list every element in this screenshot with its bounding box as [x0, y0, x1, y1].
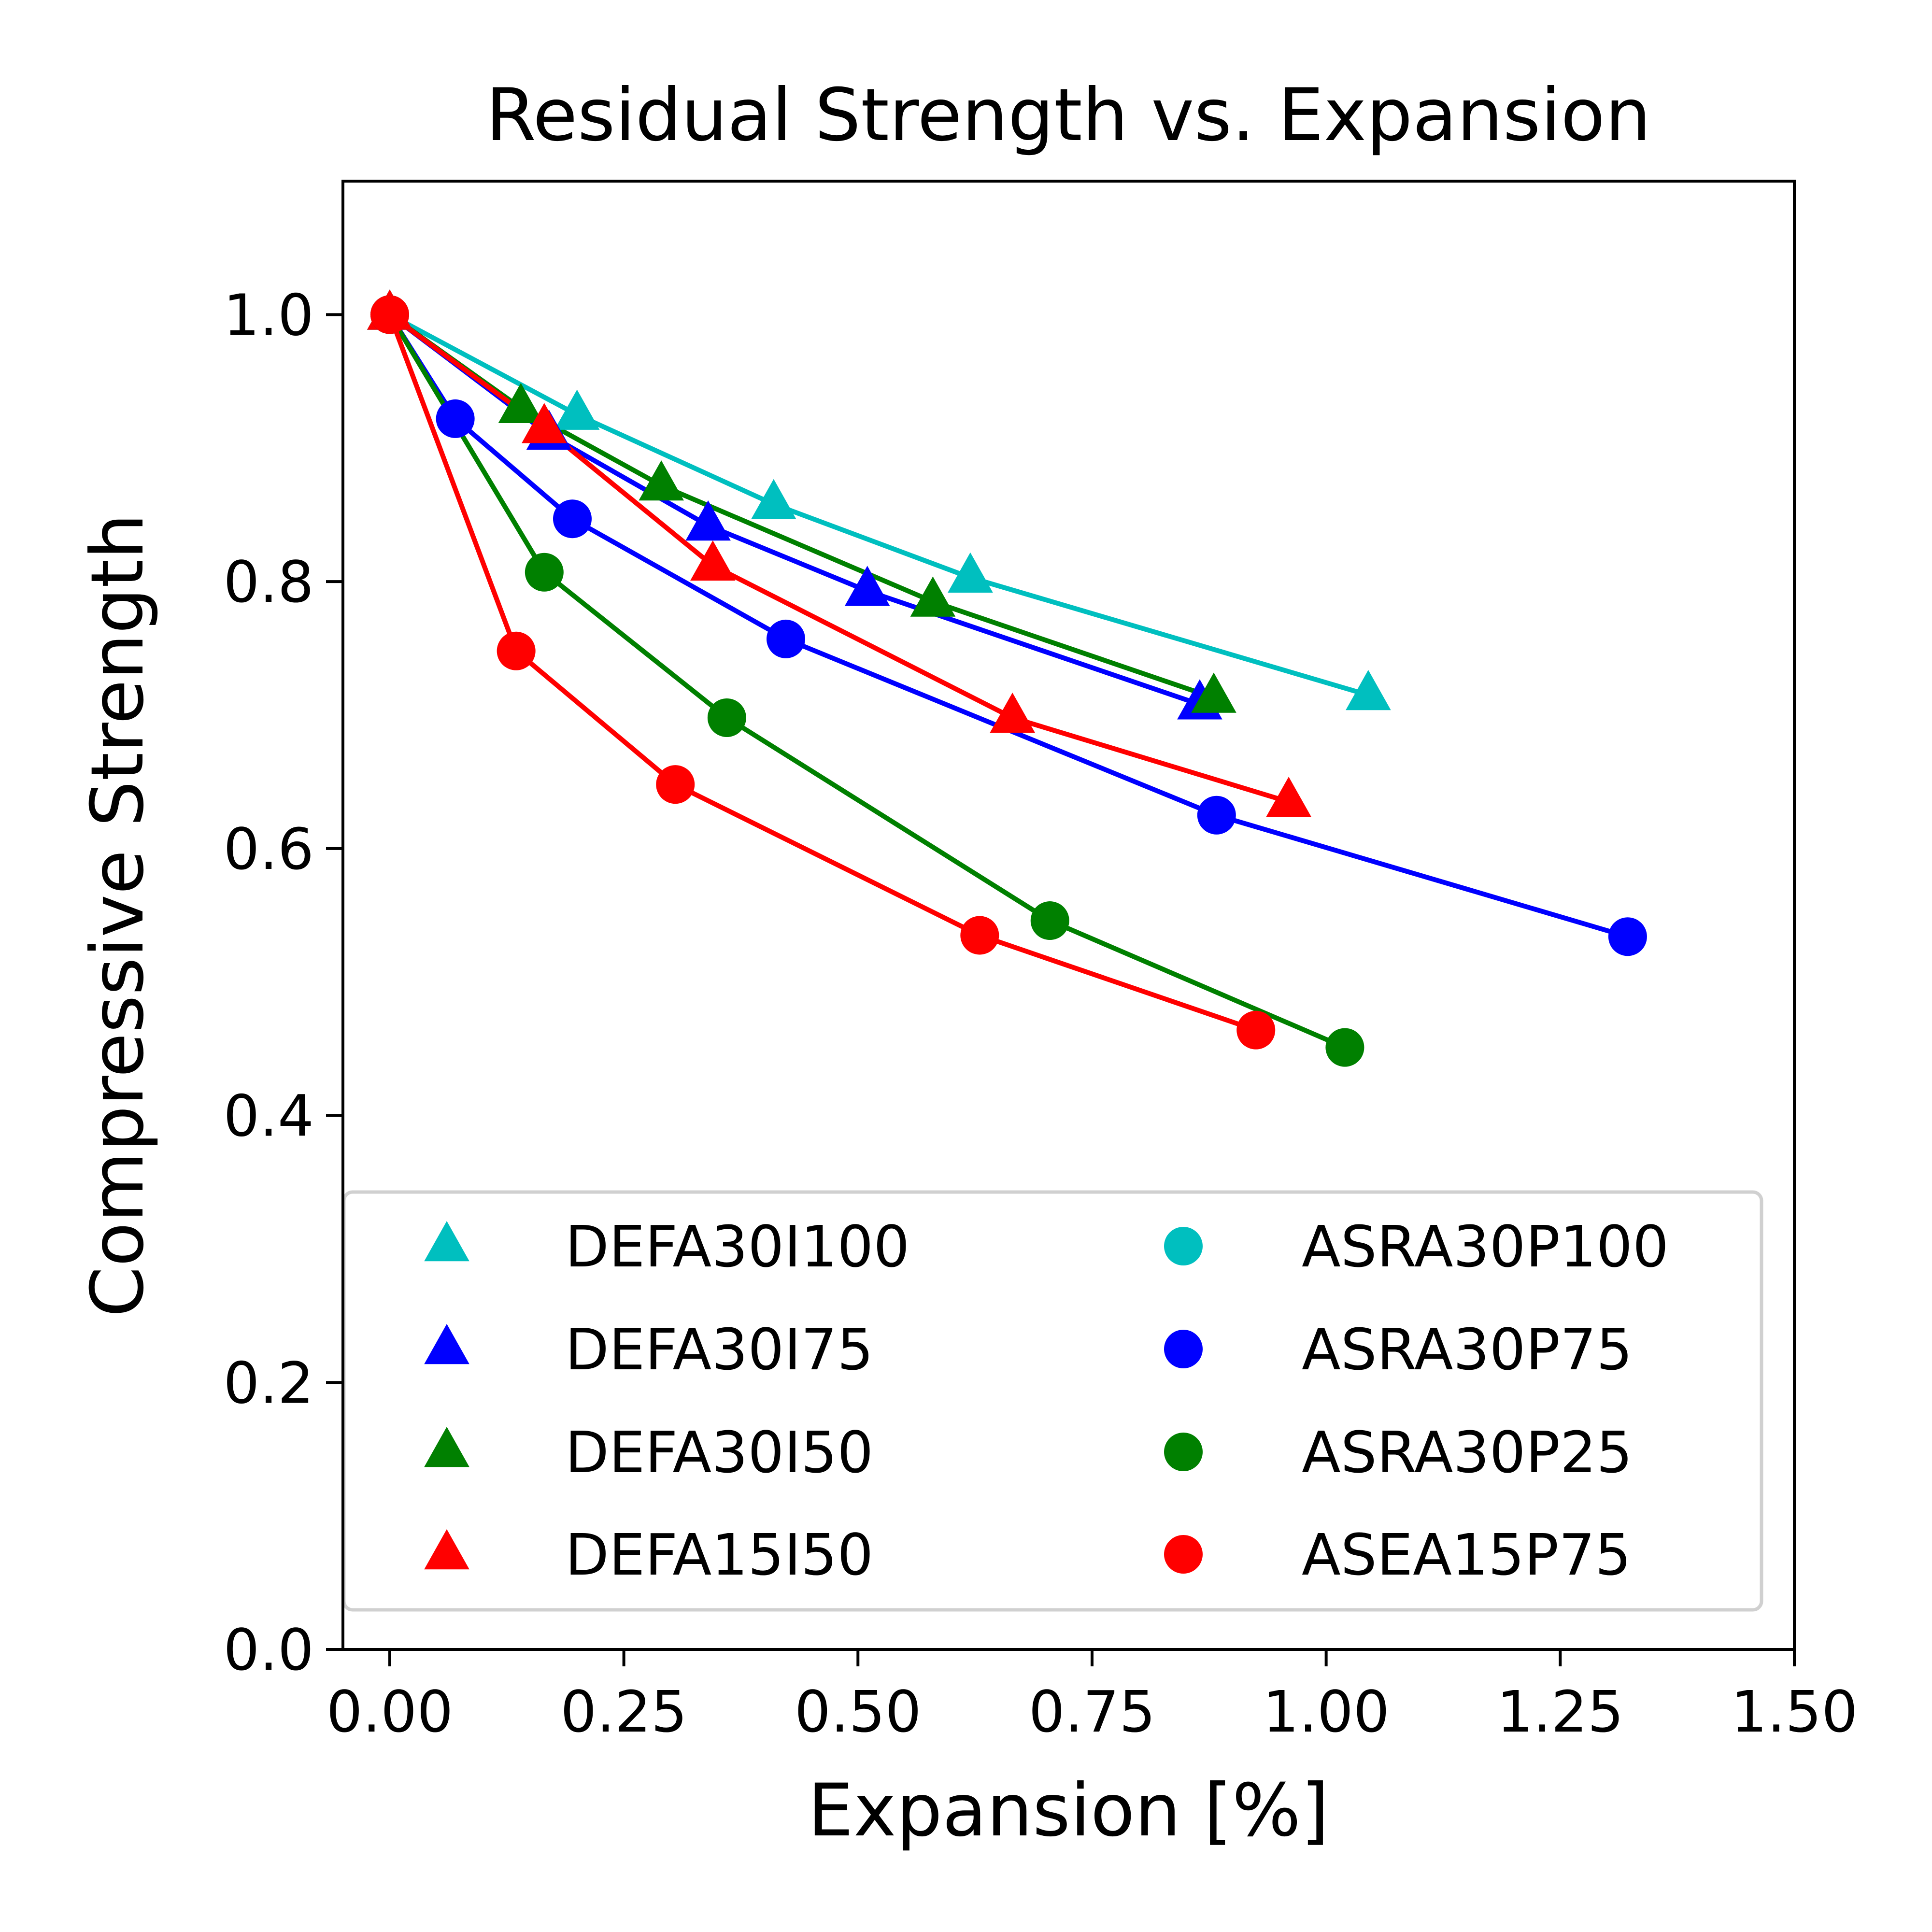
x-axis-label: Expansion [%]	[808, 1769, 1329, 1853]
x-tick-label: 0.50	[795, 1678, 922, 1745]
data-point-asra30p75	[1197, 796, 1236, 835]
x-tick-label: 0.00	[327, 1678, 454, 1745]
legend-marker-defa30i75	[424, 1324, 469, 1364]
legend-label-defa30i100: DEFA30I100	[565, 1213, 909, 1280]
data-point-defa30i75	[844, 566, 890, 606]
axis-ticks: 0.00 0.25 0.50 0.75 1.00 1.25 1.50 0.0 0.2 0.4 0.6…	[223, 282, 1858, 1745]
y-tick-label: 0.2	[223, 1350, 314, 1416]
legend-marker-asra30p25	[1164, 1433, 1203, 1471]
data-point-defa30i50	[910, 576, 956, 617]
series-line-defa30i100	[388, 312, 1369, 697]
legend-marker-defa15i50	[424, 1529, 469, 1570]
y-tick-label: 0.4	[223, 1083, 314, 1150]
legend-label-asra30p25: ASRA30P25	[1302, 1419, 1633, 1486]
data-point-asra30p75	[553, 499, 592, 539]
chart-title: Residual Strength vs. Expansion	[486, 73, 1651, 157]
data-point-asra30p75	[436, 399, 475, 438]
x-tick-label: 1.00	[1263, 1678, 1390, 1745]
data-point-defa30i50	[1191, 672, 1236, 713]
legend-label-asra30p75: ASRA30P75	[1302, 1316, 1633, 1383]
y-tick-label: 1.0	[223, 282, 314, 348]
data-point-defa30i100	[751, 479, 796, 519]
data-point-asra30p25	[1030, 901, 1069, 940]
data-point-asra30p75	[1608, 917, 1647, 956]
plot-area	[367, 289, 1647, 1067]
x-tick-label: 0.75	[1029, 1678, 1156, 1745]
data-point-defa30i100	[948, 552, 993, 593]
data-point-asra30p25	[1325, 1028, 1364, 1067]
legend-label-asea15p75: ASEA15P75	[1302, 1521, 1631, 1588]
data-point-defa30i75	[685, 500, 731, 541]
legend-marker-asra30p100	[1164, 1227, 1203, 1265]
data-point-asea15p75	[960, 916, 999, 955]
y-axis-label: Compressive Strength	[76, 513, 160, 1317]
data-point-defa30i50	[498, 383, 544, 424]
legend-label-asra30p100: ASRA30P100	[1302, 1213, 1669, 1280]
data-point-defa15i50	[690, 540, 736, 581]
legend-label-defa30i75: DEFA30I75	[565, 1316, 873, 1383]
data-point-asra30p25	[707, 698, 746, 737]
data-point-asea15p75	[1236, 1010, 1276, 1050]
data-point-asra30p75	[767, 619, 806, 658]
data-point-asra30p25	[525, 553, 564, 592]
x-tick-label: 1.50	[1731, 1678, 1858, 1745]
data-point-asea15p75	[656, 765, 695, 804]
y-tick-label: 0.6	[223, 816, 314, 882]
x-tick-label: 1.25	[1497, 1678, 1624, 1745]
x-tick-label: 0.25	[560, 1678, 687, 1745]
data-point-defa30i50	[639, 460, 684, 501]
data-point-defa30i100	[1346, 670, 1391, 710]
legend-marker-asea15p75	[1164, 1535, 1203, 1574]
data-point-defa15i50	[990, 692, 1035, 733]
data-point-asea15p75	[497, 631, 536, 670]
legend-marker-asra30p75	[1164, 1330, 1203, 1368]
data-point-defa30i100	[554, 389, 600, 430]
legend-label-defa30i50: DEFA30I50	[565, 1419, 873, 1486]
y-tick-label: 0.0	[223, 1617, 314, 1683]
legend-marker-defa30i100	[424, 1221, 469, 1262]
plot-frame	[341, 180, 1796, 1651]
legend-marker-defa30i50	[424, 1427, 469, 1467]
legend: DEFA30I100 DEFA30I75 DEFA30I50 DEFA15I50 ASR…	[342, 1190, 1763, 1612]
data-point-asea15p75	[370, 295, 409, 334]
data-point-defa15i50	[1266, 777, 1311, 817]
y-tick-label: 0.8	[223, 549, 314, 615]
legend-label-defa15i50: DEFA15I50	[565, 1521, 873, 1588]
data-point-defa15i50	[522, 403, 567, 443]
